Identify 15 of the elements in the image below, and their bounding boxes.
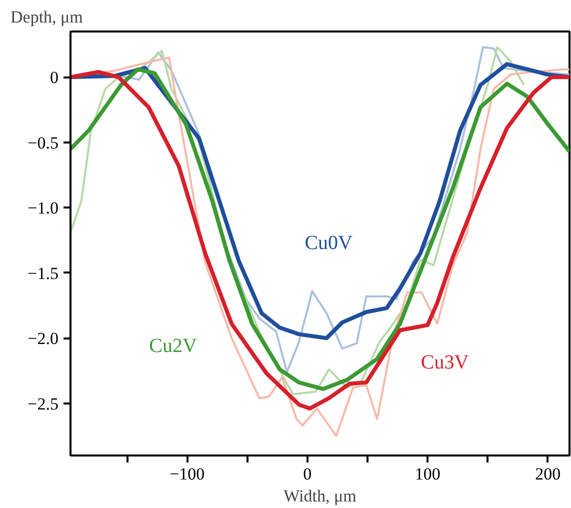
x-tick-label: 100 [414,464,440,484]
text: Cu0V [304,232,354,254]
x-tick-label: 0 [303,464,312,484]
y-axis-title: Depth, μm [10,8,83,26]
y-tick-label: −2.5 [28,394,59,414]
series-label: Cu3V [420,352,470,374]
x-tick-label: −100 [170,464,205,484]
x-axis-title: Width, μm [284,486,356,506]
y-tick-label: −0.5 [28,133,59,152]
y-tick-label: 0 [50,68,58,88]
y-tick-label: −2.0 [28,329,59,348]
text: Cu2V [149,334,198,357]
y-tick-label: −1.0 [28,198,59,218]
x-tick-label: 200 [535,464,561,484]
y-tick-label: −1.5 [28,264,59,283]
